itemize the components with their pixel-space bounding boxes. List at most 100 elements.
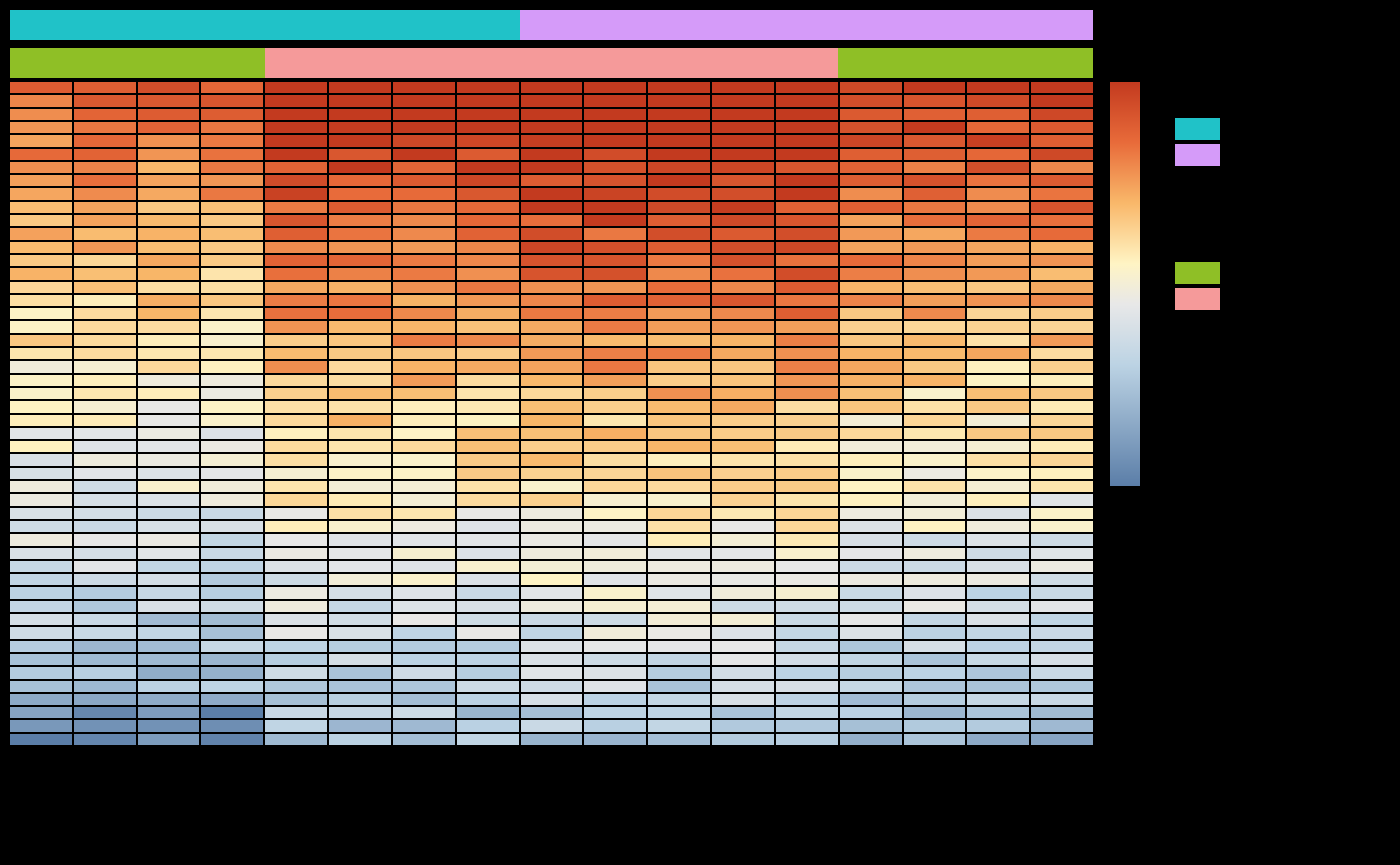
heatmap-cell — [584, 375, 646, 386]
heatmap-cell — [1031, 109, 1093, 120]
heatmap-cell — [457, 375, 519, 386]
heatmap-cell — [776, 109, 838, 120]
heatmap-cell — [967, 242, 1029, 253]
heatmap-cell — [712, 335, 774, 346]
heatmap-cell — [584, 109, 646, 120]
annotation-cell — [711, 10, 775, 40]
heatmap-cell — [393, 401, 455, 412]
heatmap-cell — [712, 95, 774, 106]
heatmap-cell — [521, 627, 583, 638]
heatmap-cell — [265, 627, 327, 638]
heatmap-cell — [457, 654, 519, 665]
heatmap-cell — [1031, 95, 1093, 106]
heatmap-cell — [648, 321, 710, 332]
heatmap-cell — [74, 268, 136, 279]
heatmap-cell — [904, 694, 966, 705]
annotation-cell — [902, 10, 966, 40]
heatmap-cell — [840, 401, 902, 412]
heatmap-cell — [776, 255, 838, 266]
heatmap-cell — [74, 228, 136, 239]
heatmap-cell — [10, 175, 72, 186]
heatmap-cell — [521, 375, 583, 386]
heatmap-cell — [74, 109, 136, 120]
heatmap-cell — [265, 587, 327, 598]
heatmap-cell — [1031, 641, 1093, 652]
heatmap-cell — [138, 720, 200, 731]
heatmap-cell — [648, 135, 710, 146]
heatmap-cell — [776, 415, 838, 426]
heatmap-cell — [904, 188, 966, 199]
heatmap-cell — [393, 734, 455, 745]
heatmap-cell — [329, 627, 391, 638]
heatmap-cell — [648, 561, 710, 572]
heatmap-cell — [521, 188, 583, 199]
heatmap-cell — [138, 614, 200, 625]
heatmap-cell — [138, 242, 200, 253]
heatmap-cell — [648, 348, 710, 359]
heatmap-cell — [840, 614, 902, 625]
heatmap-cell — [840, 494, 902, 505]
heatmap-cell — [138, 135, 200, 146]
heatmap-cell — [393, 255, 455, 266]
heatmap-cell — [10, 149, 72, 160]
heatmap-cell — [712, 188, 774, 199]
heatmap-cell — [393, 428, 455, 439]
heatmap-cell — [776, 202, 838, 213]
heatmap-cell — [265, 242, 327, 253]
heatmap-cell — [10, 468, 72, 479]
heatmap-cell — [393, 521, 455, 532]
heatmap-cell — [201, 441, 263, 452]
heatmap-cell — [521, 175, 583, 186]
heatmap-cell — [521, 694, 583, 705]
annotation-cell — [647, 48, 711, 78]
heatmap-cell — [10, 82, 72, 93]
heatmap-cell — [584, 720, 646, 731]
heatmap-cell — [1031, 82, 1093, 93]
heatmap-cell — [712, 401, 774, 412]
heatmap-cell — [393, 228, 455, 239]
heatmap-cell — [393, 135, 455, 146]
heatmap-cell — [1031, 428, 1093, 439]
heatmap-cell — [10, 335, 72, 346]
heatmap-cell — [393, 441, 455, 452]
heatmap-cell — [648, 627, 710, 638]
heatmap-cell — [10, 122, 72, 133]
annotation-bar-bottom — [10, 48, 1093, 78]
heatmap-cell — [648, 587, 710, 598]
legend-swatch — [1175, 262, 1220, 284]
heatmap-cell — [584, 348, 646, 359]
heatmap-cell — [201, 135, 263, 146]
heatmap-cell — [776, 375, 838, 386]
heatmap-cell — [74, 508, 136, 519]
heatmap-cell — [1031, 521, 1093, 532]
heatmap-cell — [10, 534, 72, 545]
heatmap-cell — [776, 295, 838, 306]
heatmap-cell — [138, 348, 200, 359]
heatmap-cell — [776, 95, 838, 106]
heatmap-cell — [457, 508, 519, 519]
heatmap-cell — [457, 641, 519, 652]
heatmap-cell — [393, 335, 455, 346]
heatmap-cell — [265, 135, 327, 146]
heatmap-cell — [840, 667, 902, 678]
heatmap-cell — [584, 295, 646, 306]
heatmap-cell — [904, 348, 966, 359]
heatmap-cell — [776, 681, 838, 692]
heatmap-cell — [584, 415, 646, 426]
heatmap-cell — [74, 295, 136, 306]
heatmap-cell — [521, 534, 583, 545]
heatmap-cell — [840, 641, 902, 652]
heatmap-cell — [1031, 188, 1093, 199]
heatmap-cell — [1031, 295, 1093, 306]
heatmap-cell — [74, 375, 136, 386]
heatmap-cell — [776, 401, 838, 412]
heatmap-cell — [648, 295, 710, 306]
heatmap-cell — [648, 122, 710, 133]
heatmap-cell — [138, 82, 200, 93]
heatmap-cell — [648, 641, 710, 652]
heatmap-cell — [393, 707, 455, 718]
heatmap-cell — [393, 415, 455, 426]
heatmap-cell — [840, 481, 902, 492]
annotation-cell — [201, 48, 265, 78]
heatmap-cell — [393, 468, 455, 479]
